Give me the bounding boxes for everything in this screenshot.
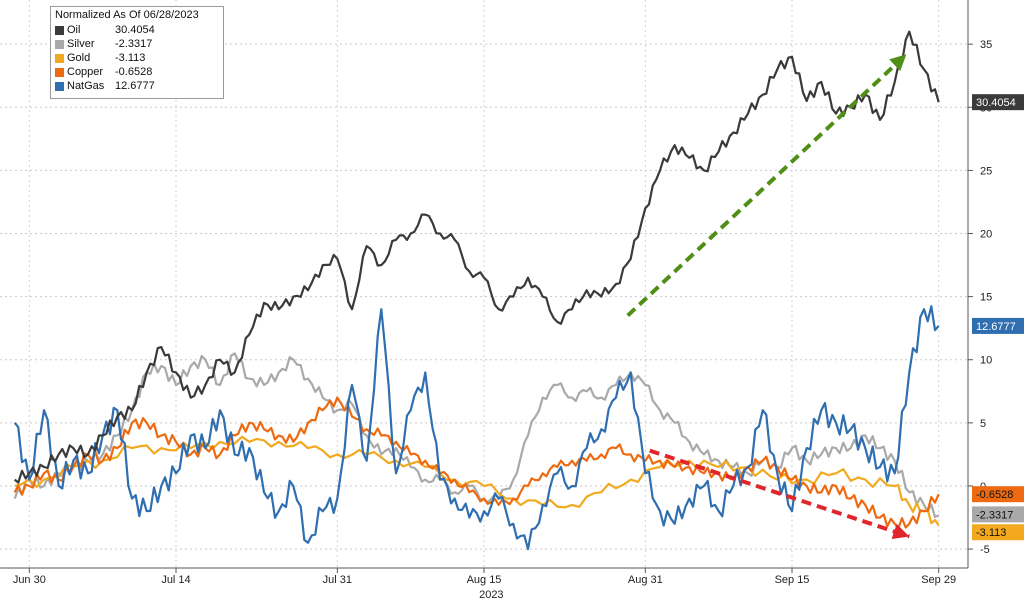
legend-row-silver: Silver -2.3317 [55, 38, 220, 52]
last-value-text-oil: 30.4054 [976, 97, 1016, 109]
legend: Normalized As Of 06/28/2023 Oil 30.4054 … [50, 6, 224, 99]
green-trend-arrow-head [889, 54, 907, 72]
legend-row-natgas: NatGas 12.6777 [55, 80, 220, 94]
last-value-text-copper: -0.6528 [976, 489, 1013, 501]
y-tick-label: -5 [980, 544, 990, 556]
last-value-tags: 30.4054 12.6777 -0.6528 -2.3317 -3.113 [972, 94, 1024, 541]
last-value-tag-gold [972, 524, 1024, 541]
series-line-oil [13, 30, 940, 484]
series-line-gold [14, 435, 940, 526]
legend-value-silver: -2.3317 [115, 38, 153, 50]
legend-swatch-natgas [55, 82, 64, 91]
legend-name-silver: Silver [67, 38, 95, 50]
series-lines [13, 30, 940, 551]
legend-row-copper: Copper -0.6528 [55, 66, 220, 80]
last-value-tag-natgas [972, 317, 1024, 334]
trend-arrows [626, 52, 910, 540]
red-trend-arrow-shaft [649, 448, 910, 539]
legend-value-copper: -0.6528 [115, 66, 153, 78]
series-line-natgas [13, 305, 940, 551]
x-tick-label: Jun 30 [13, 574, 46, 586]
last-value-tag-copper [972, 486, 1024, 503]
legend-title: Normalized As Of 06/28/2023 [55, 9, 199, 21]
x-tick-label: Aug 15 [467, 574, 502, 586]
x-tick-label: Jul 31 [323, 574, 352, 586]
last-value-text-gold: -3.113 [976, 527, 1006, 539]
legend-swatch-gold [55, 54, 64, 63]
legend-swatch-copper [55, 68, 64, 77]
legend-value-natgas: 12.6777 [115, 80, 155, 92]
legend-name-gold: Gold [67, 52, 91, 64]
y-tick-label: 35 [980, 39, 992, 51]
x-year-label: 2023 [479, 589, 503, 601]
series-line-silver [13, 352, 940, 518]
last-value-text-silver: -2.3317 [976, 509, 1013, 521]
legend-value-oil: 30.4054 [115, 24, 155, 36]
legend-name-oil: Oil [67, 24, 81, 36]
y-tick-label: 15 [980, 292, 992, 304]
legend-name-natgas: NatGas [67, 80, 105, 92]
last-value-tag-silver [972, 506, 1024, 523]
legend-swatch-silver [55, 40, 64, 49]
x-tick-label: Jul 14 [161, 574, 190, 586]
legend-row-oil: Oil 30.4054 [55, 24, 220, 38]
x-tick-label: Aug 31 [628, 574, 663, 586]
y-tick-label: 25 [980, 165, 992, 177]
y-tick-label: 10 [980, 355, 992, 367]
red-trend-arrow-head [891, 523, 910, 540]
legend-row-gold: Gold -3.113 [55, 52, 220, 66]
y-tick-label: 20 [980, 229, 992, 241]
legend-name-copper: Copper [67, 66, 104, 78]
last-value-tag-oil [972, 94, 1024, 111]
x-tick-label: Sep 29 [921, 574, 956, 586]
legend-swatch-oil [55, 26, 64, 35]
series-line-copper [13, 396, 940, 530]
x-tick-label: Sep 15 [775, 574, 810, 586]
y-tick-label: 5 [980, 418, 986, 430]
last-value-text-natgas: 12.6777 [976, 321, 1016, 333]
legend-value-gold: -3.113 [115, 52, 146, 64]
